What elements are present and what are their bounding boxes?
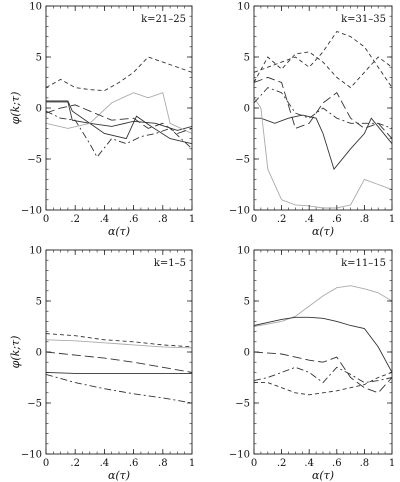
series-group [254,30,392,209]
x-tick-label: .8 [158,214,168,225]
chart-panel-4: 0 .2 .4 .6 .8 1 10 5 0 −5 −10 α(τ) k=11–15 [229,246,395,482]
x-tick-label: 0 [43,214,49,225]
y-tick-label: 10 [237,2,250,13]
panel-label: k=11–15 [341,258,386,269]
series-line-5 [254,76,392,139]
series-line-6 [46,104,192,135]
x-tick-label: .2 [277,458,287,469]
y-tick-label: 0 [36,348,42,359]
series-line-2 [254,316,392,373]
x-tick-label: .4 [304,214,314,225]
x-tick-label: .8 [360,214,370,225]
chart-panel-1: 0 .2 .4 .6 .8 1 10 5 0 −5 −10 α(τ) φ(k;τ) k=21–25 [9,2,195,239]
x-tick-label: .2 [70,458,80,469]
series-line-5 [254,371,392,396]
chart-panel-3: 0 .2 .4 .6 .8 1 10 5 0 −5 −10 α(τ) φ(k;τ) k=1–5 [9,246,195,482]
x-tick-label: 1 [189,458,195,469]
x-tick-label: .6 [129,214,139,225]
y-axis-label: φ(k;τ) [9,336,22,369]
y-tick-label: 10 [237,246,250,257]
series-group [46,333,192,404]
x-axis-label: α(τ) [312,225,334,238]
y-tick-label: −5 [27,399,42,410]
x-axis-label: α(τ) [108,469,130,482]
series-line-2 [46,339,192,349]
chart-panel-2: 0 .2 .4 .6 .8 1 10 5 0 −5 −10 α(τ) k=31–35 [229,2,395,239]
x-tick-label: 1 [389,214,395,225]
series-line-2 [46,100,192,145]
x-tick-label: .8 [360,458,370,469]
y-tick-label: 0 [244,104,250,115]
series-line-1 [254,114,392,171]
series-group [254,285,392,396]
x-tick-label: 1 [389,458,395,469]
y-tick-label: −5 [235,155,250,166]
x-tick-label: .6 [129,458,139,469]
y-tick-label: 10 [29,246,42,257]
plot-frame [253,249,393,455]
x-tick-label: .4 [100,214,110,225]
y-tick-label: 5 [36,53,42,64]
y-tick-label: 5 [36,297,42,308]
y-axis-label: φ(k;τ) [9,92,22,125]
series-line-4 [46,56,192,92]
series-line-3 [254,351,392,394]
y-tick-label: 5 [244,53,250,64]
series-line-1 [254,285,392,327]
plot-frame [45,5,193,211]
y-tick-label: 0 [36,104,42,115]
series-line-4 [254,51,392,89]
y-tick-label: 10 [29,2,42,13]
plot-frame [45,249,193,455]
x-tick-label: .6 [332,458,342,469]
x-axis-label: α(τ) [312,469,334,482]
x-tick-label: .6 [332,214,342,225]
series-group [46,56,192,158]
panel-label: k=21–25 [141,14,186,25]
series-line-5 [46,373,192,404]
x-tick-label: 1 [189,214,195,225]
series-line-4 [46,371,192,374]
series-line-1 [46,101,192,131]
y-tick-label: −10 [21,450,42,461]
x-tick-label: .4 [100,458,110,469]
x-tick-label: 0 [43,458,49,469]
x-tick-label: .2 [277,214,287,225]
series-line-1 [46,333,192,348]
y-tick-label: 0 [244,348,250,359]
panel-label: k=31–35 [341,14,386,25]
x-axis-label: α(τ) [108,225,130,238]
x-tick-label: 0 [251,458,257,469]
y-tick-label: 5 [244,297,250,308]
series-line-5 [46,110,192,158]
series-line-3 [46,351,192,373]
x-tick-label: .2 [70,214,80,225]
x-tick-label: .4 [304,458,314,469]
panel-label: k=1–5 [154,258,186,269]
x-tick-label: 0 [251,214,257,225]
x-tick-label: .8 [158,458,168,469]
y-tick-label: −10 [229,206,250,217]
y-tick-label: −10 [21,206,42,217]
series-line-6 [254,87,392,129]
series-line-3 [46,92,192,134]
series-line-2 [254,97,392,209]
y-tick-label: −10 [229,450,250,461]
y-tick-label: −5 [235,399,250,410]
series-line-4 [254,366,392,384]
series-line-3 [254,30,392,88]
y-tick-label: −5 [27,155,42,166]
